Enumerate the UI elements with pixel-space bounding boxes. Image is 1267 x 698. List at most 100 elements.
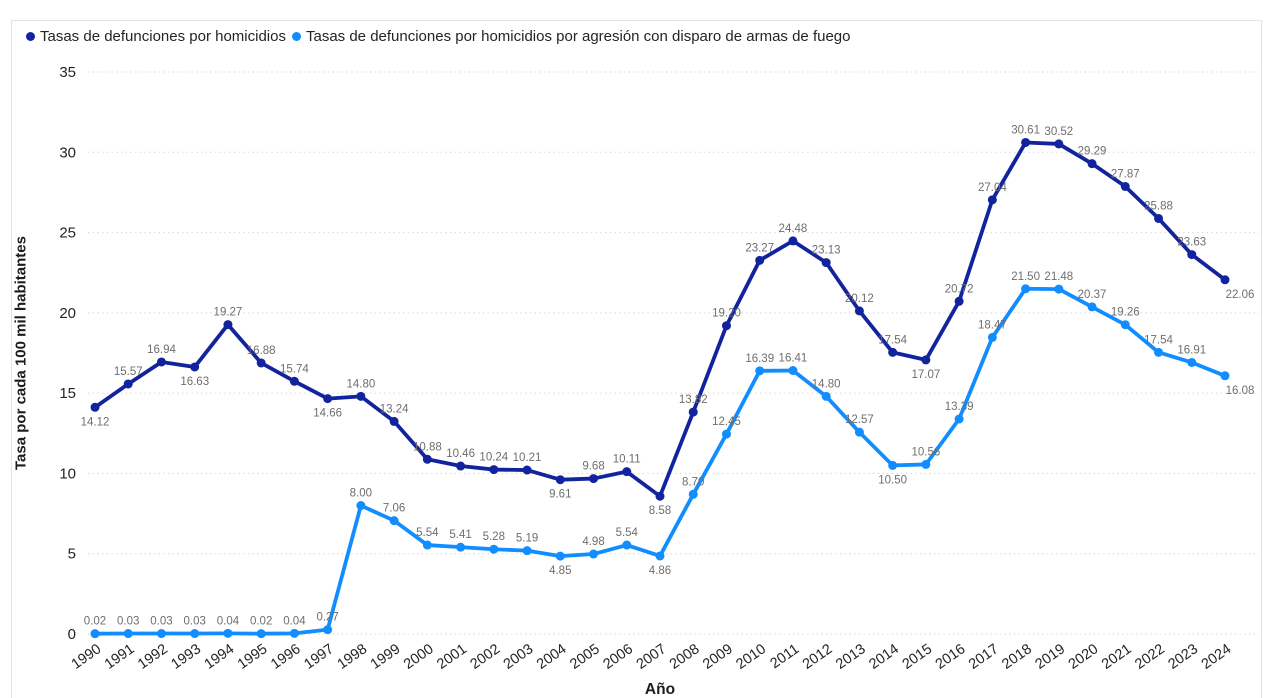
data-point[interactable] <box>1120 320 1130 330</box>
data-point[interactable] <box>422 454 432 464</box>
data-point[interactable] <box>256 358 266 368</box>
data-point[interactable] <box>422 540 432 550</box>
x-tick-label: 2024 <box>1199 641 1235 673</box>
data-point[interactable] <box>323 394 333 404</box>
data-point[interactable] <box>90 629 100 639</box>
data-point[interactable] <box>622 540 632 550</box>
data-label: 0.02 <box>84 616 106 628</box>
data-label: 10.50 <box>878 474 907 486</box>
legend-item-armas-de-fuego[interactable]: Tasas de defunciones por homicidios por … <box>291 28 851 45</box>
data-point[interactable] <box>190 362 200 372</box>
data-label: 13.39 <box>945 401 974 413</box>
data-point[interactable] <box>223 628 233 638</box>
data-point[interactable] <box>1220 371 1230 381</box>
data-point[interactable] <box>190 629 200 639</box>
data-point[interactable] <box>954 296 964 306</box>
data-point[interactable] <box>755 255 765 265</box>
data-point[interactable] <box>589 549 599 559</box>
data-point[interactable] <box>987 195 997 205</box>
x-tick-label: 2016 <box>933 641 969 673</box>
data-point[interactable] <box>854 306 864 316</box>
data-label: 22.06 <box>1226 289 1255 301</box>
data-point[interactable] <box>289 376 299 386</box>
data-point[interactable] <box>289 628 299 638</box>
data-label: 4.98 <box>582 536 604 548</box>
data-point[interactable] <box>688 407 698 417</box>
data-label: 16.63 <box>180 376 209 388</box>
data-point[interactable] <box>1021 137 1031 147</box>
data-point[interactable] <box>223 320 233 330</box>
data-point[interactable] <box>888 347 898 357</box>
data-point[interactable] <box>589 474 599 484</box>
data-point[interactable] <box>688 489 698 499</box>
data-point[interactable] <box>1054 284 1064 294</box>
data-point[interactable] <box>256 629 266 639</box>
data-point[interactable] <box>655 491 665 501</box>
data-point[interactable] <box>721 321 731 331</box>
data-point[interactable] <box>921 355 931 365</box>
data-point[interactable] <box>522 465 532 475</box>
x-tick-label: 2003 <box>501 641 537 673</box>
data-point[interactable] <box>323 625 333 635</box>
data-point[interactable] <box>1054 139 1064 149</box>
x-tick-label: 1999 <box>368 641 404 673</box>
data-point[interactable] <box>90 402 100 412</box>
data-point[interactable] <box>821 391 831 401</box>
data-point[interactable] <box>456 461 466 471</box>
data-label: 25.88 <box>1144 200 1173 212</box>
data-point[interactable] <box>1154 213 1164 223</box>
data-label: 0.02 <box>250 616 272 628</box>
data-label: 13.24 <box>380 403 409 415</box>
data-point[interactable] <box>1220 275 1230 285</box>
data-label: 10.56 <box>911 446 940 458</box>
data-point[interactable] <box>788 366 798 376</box>
data-point[interactable] <box>356 501 366 511</box>
data-point[interactable] <box>389 516 399 526</box>
data-point[interactable] <box>123 379 133 389</box>
data-point[interactable] <box>622 467 632 477</box>
data-label: 14.12 <box>81 416 110 428</box>
data-point[interactable] <box>489 465 499 475</box>
data-point[interactable] <box>888 460 898 470</box>
data-point[interactable] <box>156 357 166 367</box>
data-label: 15.57 <box>114 366 143 378</box>
data-point[interactable] <box>1154 347 1164 357</box>
x-tick-label: 2019 <box>1033 641 1069 673</box>
data-point[interactable] <box>821 258 831 268</box>
data-point[interactable] <box>854 427 864 437</box>
data-point[interactable] <box>389 416 399 426</box>
data-point[interactable] <box>655 551 665 561</box>
data-point[interactable] <box>755 366 765 376</box>
data-point[interactable] <box>555 475 565 485</box>
x-tick-label: 2002 <box>468 641 504 673</box>
data-label: 16.41 <box>779 353 808 365</box>
data-point[interactable] <box>921 459 931 469</box>
data-point[interactable] <box>156 629 166 639</box>
data-point[interactable] <box>954 414 964 424</box>
data-label: 13.82 <box>679 394 708 406</box>
x-tick-label: 1993 <box>168 641 204 673</box>
data-point[interactable] <box>1021 284 1031 294</box>
data-point[interactable] <box>1087 159 1097 169</box>
y-tick-label: 0 <box>68 626 76 643</box>
data-point[interactable] <box>356 391 366 401</box>
legend-item-label: Tasas de defunciones por homicidios por … <box>305 28 851 45</box>
data-point[interactable] <box>489 544 499 554</box>
data-point[interactable] <box>788 236 798 246</box>
data-point[interactable] <box>1187 357 1197 367</box>
y-tick-label: 10 <box>59 465 76 482</box>
data-point[interactable] <box>555 551 565 561</box>
data-point[interactable] <box>1087 302 1097 312</box>
data-point[interactable] <box>721 429 731 439</box>
x-tick-label: 2004 <box>534 641 570 673</box>
legend-item-homicidios[interactable]: Tasas de defunciones por homicidios <box>26 28 286 45</box>
data-point[interactable] <box>123 629 133 639</box>
data-point[interactable] <box>1187 250 1197 260</box>
data-label: 10.46 <box>446 448 475 460</box>
data-point[interactable] <box>456 542 466 552</box>
data-point[interactable] <box>987 332 997 342</box>
data-label: 7.06 <box>383 503 405 515</box>
data-point[interactable] <box>1120 181 1130 191</box>
data-point[interactable] <box>522 546 532 556</box>
